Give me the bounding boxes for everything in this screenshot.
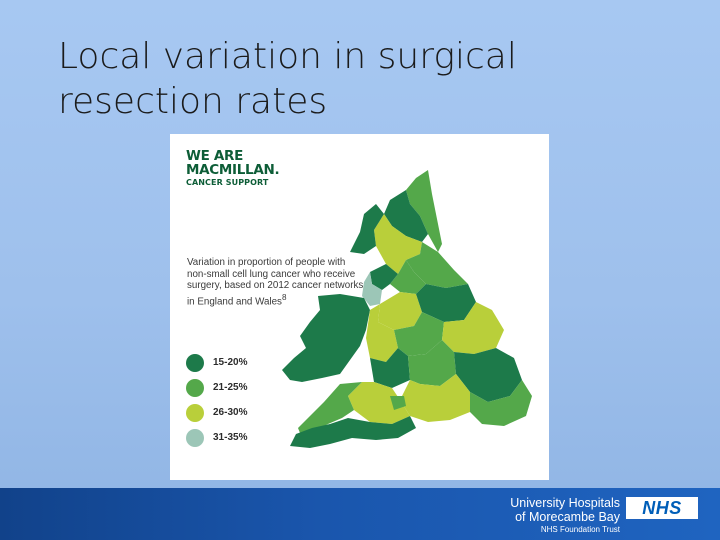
cancer-network-map	[282, 170, 532, 448]
legend-swatch	[186, 403, 204, 422]
legend-label: 21-25%	[213, 382, 248, 393]
map-region	[406, 170, 442, 252]
legend-item: 26-30%	[186, 400, 247, 425]
macmillan-logo: WE ARE MACMILLAN. CANCER SUPPORT	[186, 148, 280, 187]
legend-label: 31-35%	[213, 432, 248, 443]
trust-name: University Hospitals of Morecambe Bay NH…	[510, 496, 620, 534]
legend-label: 26-30%	[213, 407, 248, 418]
map-region	[442, 302, 504, 354]
footer-bar: University Hospitals of Morecambe Bay NH…	[0, 488, 720, 540]
map-region	[470, 380, 532, 426]
legend-item: 21-25%	[186, 375, 247, 400]
map-region	[400, 374, 470, 422]
macmillan-infographic: WE ARE MACMILLAN. CANCER SUPPORT Variati…	[170, 134, 549, 480]
map-caption: Variation in proportion of people with n…	[187, 257, 364, 308]
map-region	[350, 204, 384, 254]
legend-swatch	[186, 353, 204, 372]
map-region	[416, 284, 476, 322]
map-region	[384, 190, 428, 242]
nhs-logo: NHS	[626, 497, 698, 519]
legend-swatch	[186, 428, 204, 447]
map-region	[362, 272, 382, 306]
map-region	[406, 242, 468, 288]
map-region	[394, 312, 444, 356]
map-region	[348, 382, 410, 424]
map-region	[454, 348, 522, 402]
map-region	[290, 416, 416, 448]
legend-item: 31-35%	[186, 425, 247, 450]
map-region	[378, 292, 422, 330]
map-region	[298, 382, 362, 438]
map-region	[408, 340, 456, 386]
map-region	[370, 264, 398, 290]
slide-title: Local variation in surgical resection ra…	[58, 36, 517, 122]
map-region	[282, 294, 370, 382]
map-region	[370, 348, 410, 388]
map-legend: 15-20% 21-25% 26-30% 31-35%	[186, 350, 247, 450]
map-region	[390, 260, 426, 294]
legend-label: 15-20%	[213, 357, 248, 368]
map-region	[374, 214, 422, 274]
map-region	[366, 304, 398, 362]
legend-item: 15-20%	[186, 350, 247, 375]
map-region	[390, 396, 406, 410]
legend-swatch	[186, 378, 204, 397]
